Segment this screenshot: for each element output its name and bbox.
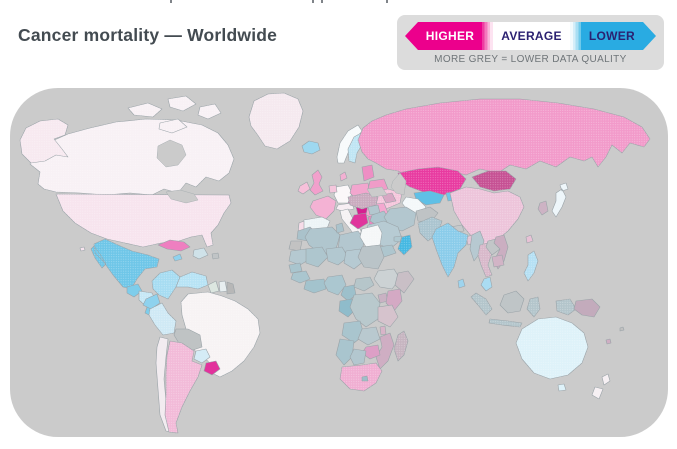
country-hispaniola[interactable] [192,247,209,260]
country-korea[interactable] [537,200,549,216]
country-malawi[interactable] [379,325,387,336]
country-jamaica[interactable] [172,253,183,262]
page-title: Cancer mortality — Worldwide [18,25,278,45]
country-guinea[interactable] [290,270,311,284]
country-mozambique[interactable] [375,332,395,370]
legend-caption: MORE GREY = LOWER DATA QUALITY [434,54,627,65]
country-niger[interactable] [325,246,349,266]
caspian-sea [390,172,407,196]
country-ireland[interactable] [297,181,311,195]
country-cambodia[interactable] [491,254,505,268]
country-zambia[interactable] [357,326,381,346]
country-fiji[interactable] [605,338,612,345]
country-mauritania[interactable] [288,248,311,266]
country-guatemala[interactable] [126,283,143,298]
country-malaysia[interactable] [480,276,493,292]
country-pacific-island[interactable] [619,326,625,332]
hudson-bay [156,139,187,168]
country-nigeria[interactable] [323,274,347,296]
country-dr-congo[interactable] [349,292,381,328]
country-caucasus[interactable] [381,192,397,204]
legend: HIGHER AVERAGE LOWER MORE GREY = LOWER D… [396,15,664,70]
country-benelux[interactable] [328,184,338,194]
country-iceland[interactable] [301,140,321,155]
country-uk[interactable] [309,169,324,196]
legend-arrow: HIGHER AVERAGE LOWER [404,22,656,50]
legend-arrowhead-left-icon [404,22,418,50]
country-sri-lanka[interactable] [457,278,466,289]
country-tanzania[interactable] [377,304,399,328]
country-hawaii[interactable] [79,246,86,252]
great-lakes [165,189,199,204]
legend-gradient-lower [569,22,581,50]
legend-arrowhead-right-icon [643,22,656,50]
country-senegal[interactable] [288,262,303,274]
country-borneo[interactable] [499,290,525,314]
world-map [10,88,668,437]
country-cameroon[interactable] [340,284,357,302]
country-mali[interactable] [305,246,329,268]
country-tunisia[interactable] [335,222,345,234]
country-denmark[interactable] [339,171,348,182]
country-ivory-coast-ghana[interactable] [303,278,327,294]
country-uruguay[interactable] [203,360,221,376]
country-central-african-republic[interactable] [353,276,375,292]
country-guyana[interactable] [207,280,220,294]
country-papua-new-guinea[interactable] [573,298,601,318]
world-map-panel [10,88,668,437]
country-uae[interactable] [393,235,403,243]
country-lesotho[interactable] [361,375,369,382]
legend-lower-label: LOWER [580,22,643,50]
country-somalia[interactable] [394,270,415,294]
country-tasmania[interactable] [557,383,567,392]
legend-gradient-higher [482,22,494,50]
country-namibia[interactable] [335,338,355,366]
country-taiwan[interactable] [525,234,534,244]
country-japan[interactable] [551,182,569,218]
black-sea [366,186,388,198]
country-sudan[interactable] [357,244,385,270]
country-ethiopia[interactable] [373,268,401,290]
country-new-zealand[interactable] [591,373,611,400]
legend-average-label: AVERAGE [493,22,570,50]
country-cuba[interactable] [157,239,191,252]
country-france[interactable] [309,195,337,220]
country-puerto-rico[interactable] [211,252,220,260]
legend-higher-label: HIGHER [417,22,483,50]
